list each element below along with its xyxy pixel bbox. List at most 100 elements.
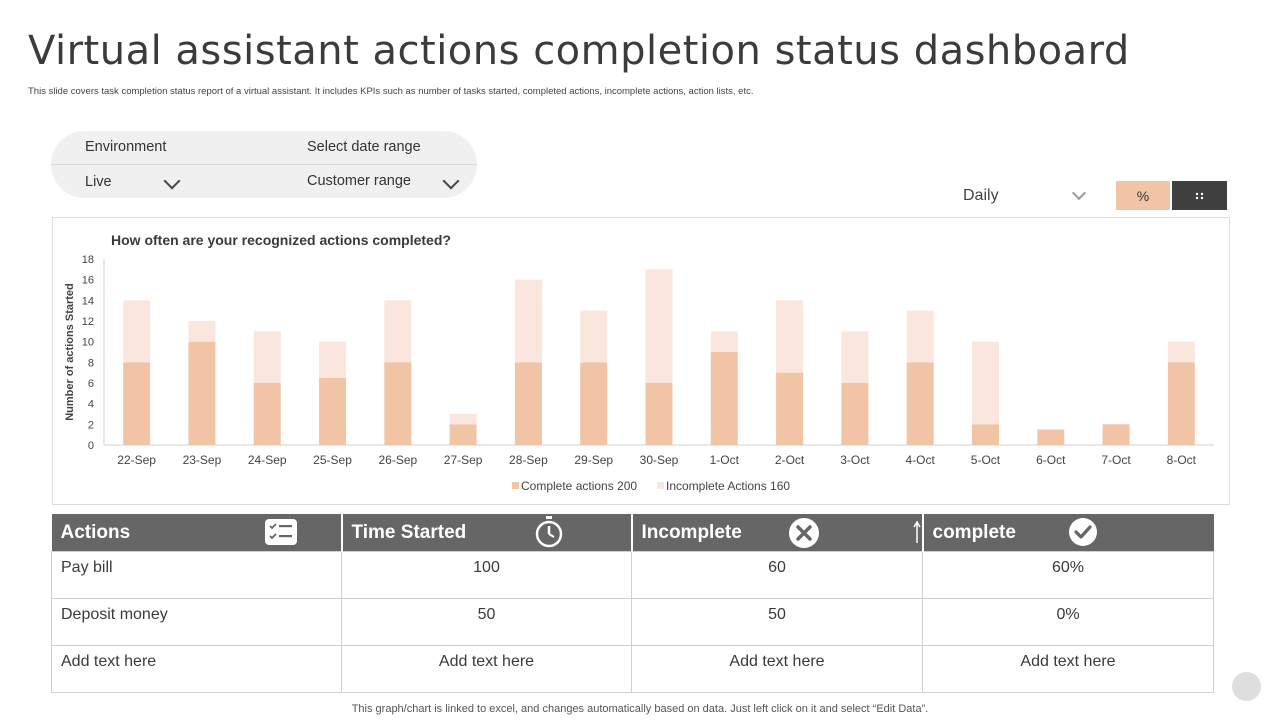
period-dropdown[interactable]: Daily xyxy=(963,187,999,204)
x-tick-label: 23-Sep xyxy=(183,453,222,467)
y-tick-label: 12 xyxy=(82,316,94,328)
x-tick-label: 8-Oct xyxy=(1167,453,1197,467)
filter-panel: Environment Live Select date range Custo… xyxy=(51,131,477,198)
header-time-started: Time Started xyxy=(341,514,633,555)
stopwatch-icon xyxy=(533,515,565,555)
table-cell: 0% xyxy=(922,598,1214,646)
bar-incomplete xyxy=(514,279,542,363)
bar-incomplete xyxy=(710,331,738,352)
environment-label: Environment xyxy=(85,139,167,155)
y-tick-label: 2 xyxy=(88,419,94,431)
y-tick-label: 0 xyxy=(88,440,94,452)
bar-complete xyxy=(449,424,477,445)
chart-container xyxy=(52,217,1230,505)
table-cell: 50 xyxy=(341,598,632,646)
bar-complete xyxy=(645,383,673,445)
y-tick-label: 10 xyxy=(82,337,94,349)
x-tick-label: 28-Sep xyxy=(509,453,548,467)
legend-swatch-incomplete xyxy=(657,482,664,489)
y-tick-label: 4 xyxy=(88,399,94,411)
x-tick-label: 27-Sep xyxy=(444,453,483,467)
table-cell: Pay bill xyxy=(51,551,342,599)
header-complete: complete xyxy=(922,514,1214,553)
percent-button[interactable]: % xyxy=(1116,181,1170,210)
bar-complete xyxy=(710,352,738,445)
table-cell: 60 xyxy=(631,551,923,599)
table-cell[interactable]: Add text here xyxy=(631,645,923,693)
close-circle-icon xyxy=(788,517,820,555)
bar-complete xyxy=(580,362,608,445)
bar-complete xyxy=(776,372,804,445)
grid-view-button[interactable] xyxy=(1172,181,1227,210)
dots-icon xyxy=(1195,192,1203,199)
bar-complete xyxy=(253,383,281,445)
x-tick-label: 7-Oct xyxy=(1101,453,1131,467)
table-row: Pay bill 100 60 60% xyxy=(51,551,1214,599)
x-tick-label: 22-Sep xyxy=(117,453,156,467)
y-tick-label: 8 xyxy=(88,357,94,369)
x-tick-label: 25-Sep xyxy=(313,453,352,467)
page-title: Virtual assistant actions completion sta… xyxy=(28,28,1130,74)
date-range-dropdown[interactable]: Customer range xyxy=(307,173,411,189)
table-header-row: Actions Time Started xyxy=(51,514,1214,555)
bar-incomplete xyxy=(971,341,999,425)
bar-incomplete xyxy=(776,300,804,373)
x-tick-label: 26-Sep xyxy=(378,453,417,467)
y-tick-label: 14 xyxy=(82,295,94,307)
header-label: Incomplete xyxy=(641,521,742,543)
y-tick-label: 6 xyxy=(88,378,94,390)
x-tick-label: 30-Sep xyxy=(640,453,679,467)
table-row: Deposit money 50 50 0% xyxy=(51,598,1214,646)
x-tick-label: 4-Oct xyxy=(906,453,936,467)
bar-incomplete xyxy=(906,310,934,363)
x-tick-label: 1-Oct xyxy=(710,453,740,467)
actions-table: Actions Time Started xyxy=(51,514,1214,693)
bar-complete xyxy=(1167,362,1195,445)
filter-divider xyxy=(51,164,477,165)
header-incomplete: Incomplete xyxy=(631,514,924,555)
environment-dropdown[interactable]: Live xyxy=(85,174,112,190)
x-tick-label: 5-Oct xyxy=(971,453,1001,467)
header-label: Actions xyxy=(60,521,131,543)
navigation-dot[interactable] xyxy=(1232,672,1261,701)
header-actions: Actions xyxy=(51,514,343,552)
y-tick-label: 16 xyxy=(82,275,94,287)
chart-title: How often are your recognized actions co… xyxy=(111,232,451,248)
table-cell: 60% xyxy=(922,551,1214,599)
legend-swatch-complete xyxy=(512,482,519,489)
table-cell: 100 xyxy=(341,551,632,599)
y-axis-label: Number of actions Started xyxy=(64,283,76,421)
legend-label-complete: Complete actions 200 xyxy=(521,479,637,493)
bar-incomplete xyxy=(580,310,608,363)
sort-arrow-icon[interactable] xyxy=(912,520,921,550)
bar-incomplete xyxy=(319,341,347,378)
date-range-label: Select date range xyxy=(307,139,421,155)
bar-complete xyxy=(319,377,347,445)
page-subtitle: This slide covers task completion status… xyxy=(28,86,754,97)
header-label: Time Started xyxy=(351,521,467,543)
x-tick-label: 6-Oct xyxy=(1036,453,1066,467)
x-tick-label: 24-Sep xyxy=(248,453,287,467)
bar-complete xyxy=(971,424,999,445)
bar-incomplete xyxy=(188,321,216,342)
table-cell[interactable]: Add text here xyxy=(341,645,632,693)
table-cell[interactable]: Add text here xyxy=(922,645,1214,693)
bar-complete xyxy=(841,383,869,445)
x-tick-label: 29-Sep xyxy=(574,453,613,467)
table-cell[interactable]: Add text here xyxy=(51,645,342,693)
y-tick-label: 18 xyxy=(82,254,94,266)
bar-incomplete xyxy=(841,331,869,383)
bar-complete xyxy=(384,362,412,445)
footer-note: This graph/chart is linked to excel, and… xyxy=(351,703,929,715)
bar-incomplete xyxy=(449,414,477,425)
bar-incomplete xyxy=(253,331,281,383)
bar-complete xyxy=(188,341,216,445)
bar-complete xyxy=(1037,429,1065,445)
table-row: Add text here Add text here Add text her… xyxy=(51,645,1214,693)
legend-label-incomplete: Incomplete Actions 160 xyxy=(666,479,790,493)
x-tick-label: 3-Oct xyxy=(840,453,870,467)
bar-complete xyxy=(1102,424,1130,445)
check-circle-icon xyxy=(1068,517,1098,553)
table-cell: 50 xyxy=(631,598,923,646)
